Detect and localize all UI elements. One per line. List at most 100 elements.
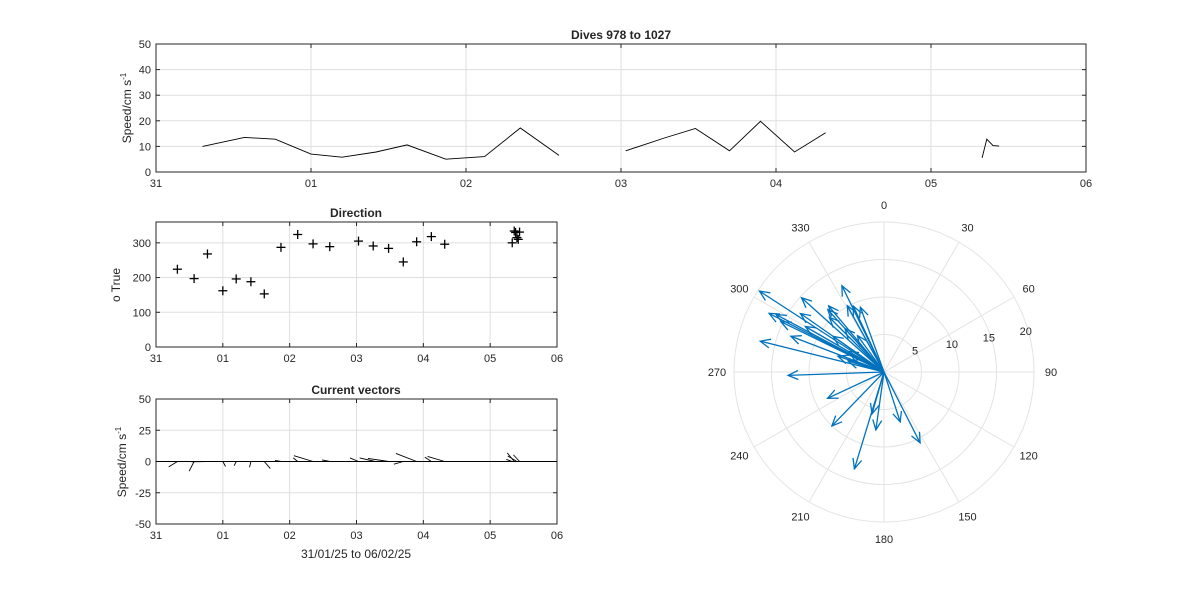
y-tick-label: 50	[139, 39, 151, 51]
direction-point	[202, 249, 212, 259]
speed-title: Dives 978 to 1027	[571, 28, 671, 42]
polar-arrow	[883, 371, 903, 424]
y-tick-label: 10	[139, 141, 151, 153]
direction-point	[259, 289, 269, 299]
current-vector-stick	[188, 461, 195, 472]
y-tick-label: 0	[145, 457, 151, 469]
polar-arrow	[800, 296, 885, 373]
polar-angle-label: 60	[1023, 284, 1035, 296]
compass-panel: 5 10 15 20 0 30 60 90 120 150 180 210 240 270 300 330	[708, 200, 1057, 546]
y-tick-label: 20	[139, 116, 151, 128]
direction-point	[440, 239, 450, 249]
current-vector-stick	[321, 459, 330, 462]
current-vector-stick	[359, 457, 376, 462]
direction-panel: 31 01 02 03 04 05 06 0 100 200 300 Direction o Tru…	[109, 206, 563, 365]
polar-angle-label: 330	[791, 222, 809, 234]
y-tick-label: 40	[139, 65, 151, 77]
polar-arrow	[828, 316, 885, 373]
polar-r-label: 5	[912, 346, 918, 358]
speed-series-line	[202, 127, 560, 160]
x-tick-label: 02	[284, 530, 296, 542]
current-vector-stick	[249, 461, 252, 468]
speed-series-line	[625, 120, 826, 153]
direction-point	[368, 241, 378, 251]
direction-point	[354, 236, 364, 246]
x-tick-label: 31	[150, 353, 162, 365]
y-tick-label: -50	[135, 519, 151, 531]
x-tick-label: 31	[150, 530, 162, 542]
current-vector-stick	[292, 457, 298, 462]
polar-arrow	[826, 308, 885, 373]
polar-spoke	[753, 371, 885, 448]
polar-angle-label: 240	[730, 451, 748, 463]
direction-title: Direction	[330, 206, 382, 220]
current-vector-stick	[507, 455, 518, 462]
y-tick-label: 50	[139, 394, 151, 406]
polar-arrow	[758, 338, 885, 373]
direction-point	[231, 274, 241, 284]
direction-point	[509, 226, 519, 236]
polar-spoke	[883, 296, 1015, 373]
x-tick-label: 06	[551, 530, 563, 542]
x-tick-label: 03	[350, 353, 362, 365]
direction-point	[507, 238, 517, 248]
polar-arrow	[852, 304, 885, 373]
y-tick-label: 30	[139, 90, 151, 102]
x-tick-label: 06	[1080, 178, 1092, 190]
x-tick-label: 02	[284, 353, 296, 365]
current-vector-stick	[222, 461, 226, 467]
y-tick-label: 100	[133, 307, 151, 319]
current-vector-stick	[293, 455, 314, 462]
polar-angle-label: 300	[730, 284, 748, 296]
direction-point	[384, 243, 394, 253]
y-tick-label: 25	[139, 425, 151, 437]
direction-point	[512, 233, 522, 243]
x-tick-label: 01	[217, 530, 229, 542]
vectors-title: Current vectors	[311, 383, 401, 397]
x-tick-label: 31	[150, 178, 162, 190]
polar-arrow	[786, 369, 885, 381]
x-tick-label: 04	[417, 353, 429, 365]
x-tick-label: 03	[615, 178, 627, 190]
speed-ylabel: Speed/cm s-1	[119, 72, 134, 143]
polar-spoke	[808, 371, 885, 503]
polar-arrow	[789, 335, 885, 373]
polar-angle-label: 0	[881, 200, 887, 212]
polar-r-label: 20	[1020, 326, 1032, 338]
x-tick-label: 03	[350, 530, 362, 542]
direction-point	[189, 274, 199, 284]
current-vector-stick	[274, 459, 282, 462]
polar-angle-label: 180	[875, 534, 893, 546]
current-vector-stick	[427, 456, 445, 462]
current-vector-stick	[393, 461, 404, 465]
vectors-panel: 31 01 02 03 04 05 06 -50 -25 0 25 50 Current vector…	[114, 383, 563, 561]
polar-arrow	[872, 371, 885, 432]
x-tick-label: 05	[484, 530, 496, 542]
y-tick-label: 200	[133, 273, 151, 285]
polar-angle-label: 270	[708, 367, 726, 379]
direction-point	[218, 286, 228, 296]
direction-point	[398, 257, 408, 267]
polar-arrow	[758, 290, 885, 373]
polar-arrow	[830, 371, 885, 428]
polar-angle-label: 210	[791, 512, 809, 524]
polar-arrow	[799, 312, 885, 373]
x-tick-label: 05	[925, 178, 937, 190]
x-tick-label: 02	[460, 178, 472, 190]
x-tick-label: 04	[770, 178, 782, 190]
direction-point	[246, 277, 256, 287]
polar-r-label: 15	[983, 333, 995, 345]
y-tick-label: -25	[135, 488, 151, 500]
current-vector-stick	[349, 457, 359, 462]
y-tick-label: 0	[145, 167, 151, 179]
direction-point	[325, 242, 335, 252]
polar-arrow	[883, 371, 921, 445]
current-vector-stick	[506, 452, 515, 462]
direction-point	[515, 227, 525, 237]
y-tick-label: 0	[145, 342, 151, 354]
current-vector-stick	[233, 461, 237, 466]
speed-panel: 31 01 02 03 04 05 06 0 10 20 30 40 50 Dives 978 to 1…	[119, 28, 1092, 190]
polar-r-label: 10	[946, 339, 958, 351]
direction-point	[276, 242, 286, 252]
